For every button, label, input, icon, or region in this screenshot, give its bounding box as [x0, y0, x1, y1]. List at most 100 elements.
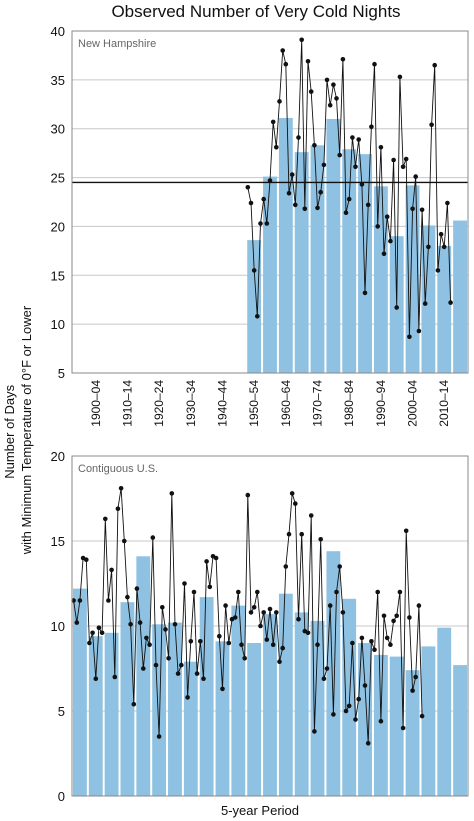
- bar: [358, 643, 372, 796]
- data-point: [270, 642, 276, 647]
- data-point: [242, 656, 247, 661]
- panel-label: Contiguous U.S.: [78, 463, 158, 475]
- data-point: [191, 589, 197, 595]
- x-tick-label: 1900–04: [89, 380, 103, 427]
- data-point: [324, 77, 330, 83]
- bar: [183, 661, 198, 796]
- x-tick-label: 1970–74: [311, 380, 325, 427]
- y-tick-label: 20: [51, 449, 65, 464]
- data-point: [232, 615, 238, 620]
- data-point: [169, 491, 175, 496]
- bar: [421, 646, 436, 796]
- bar: [373, 186, 388, 373]
- data-point: [296, 135, 301, 140]
- data-point: [264, 221, 270, 226]
- data-point: [251, 605, 257, 610]
- data-point: [258, 221, 263, 226]
- data-point: [416, 603, 422, 608]
- data-point: [403, 528, 409, 534]
- data-point: [435, 268, 441, 273]
- data-point: [403, 156, 409, 162]
- data-point: [432, 62, 438, 68]
- data-point: [220, 686, 225, 692]
- data-point: [74, 620, 80, 625]
- y-tick-label: 10: [51, 317, 65, 332]
- bar: [73, 588, 87, 796]
- data-point: [93, 676, 99, 681]
- data-point: [372, 647, 377, 653]
- data-point: [134, 586, 140, 591]
- bar: [405, 670, 420, 796]
- data-point: [419, 713, 425, 719]
- data-point: [410, 688, 415, 693]
- data-point: [274, 610, 279, 615]
- data-point: [318, 189, 324, 195]
- data-point: [419, 207, 425, 213]
- data-point: [350, 640, 355, 646]
- data-point: [163, 627, 168, 632]
- data-point: [185, 695, 190, 700]
- data-point: [445, 200, 450, 206]
- data-point: [293, 501, 298, 506]
- x-tick-label: 2010–14: [437, 380, 451, 427]
- data-point: [413, 674, 419, 680]
- bar: [263, 614, 277, 796]
- data-point: [131, 701, 137, 707]
- data-point: [198, 639, 203, 644]
- data-point: [305, 59, 311, 64]
- data-point: [141, 666, 146, 671]
- data-point: [245, 492, 251, 498]
- data-point: [166, 656, 171, 661]
- data-point: [378, 145, 384, 150]
- data-point: [299, 531, 305, 537]
- data-point: [267, 606, 273, 612]
- bar: [437, 627, 452, 796]
- bar: [263, 176, 277, 373]
- data-point: [394, 305, 400, 310]
- data-point: [388, 642, 393, 647]
- data-point: [343, 708, 349, 714]
- data-point: [327, 603, 333, 608]
- data-point: [217, 633, 222, 639]
- bar: [421, 225, 436, 373]
- bar: [389, 656, 404, 796]
- bar: [373, 654, 388, 796]
- data-point: [381, 251, 387, 257]
- data-point: [334, 589, 339, 595]
- data-point: [315, 205, 320, 211]
- data-point: [160, 605, 165, 610]
- data-point: [87, 640, 92, 646]
- data-point: [251, 268, 257, 273]
- data-point: [286, 531, 292, 537]
- data-point: [128, 622, 133, 627]
- data-point: [150, 535, 156, 540]
- data-point: [340, 57, 346, 62]
- x-tick-label: 1920–24: [152, 380, 166, 427]
- data-point: [327, 103, 333, 108]
- bar: [168, 622, 182, 796]
- y-tick-label: 5: [58, 366, 65, 381]
- bar: [358, 154, 372, 373]
- data-point: [356, 696, 362, 702]
- y-tick-label: 35: [51, 73, 65, 88]
- bar: [310, 620, 325, 796]
- plot-frame: [71, 30, 469, 374]
- data-point: [118, 486, 124, 491]
- data-point: [153, 662, 159, 668]
- data-point: [375, 224, 381, 229]
- data-point: [353, 717, 358, 722]
- data-point: [137, 620, 143, 625]
- x-axis-title: 5-year Period: [221, 803, 299, 818]
- data-point: [156, 734, 162, 739]
- bar: [88, 636, 103, 796]
- data-point: [350, 135, 355, 140]
- data-point: [362, 290, 368, 296]
- data-point: [365, 741, 371, 746]
- bar: [136, 556, 151, 796]
- data-point: [407, 334, 412, 340]
- data-point: [188, 639, 194, 644]
- data-point: [274, 145, 279, 150]
- data-point: [194, 671, 200, 676]
- data-point: [258, 623, 263, 629]
- data-point: [331, 82, 336, 87]
